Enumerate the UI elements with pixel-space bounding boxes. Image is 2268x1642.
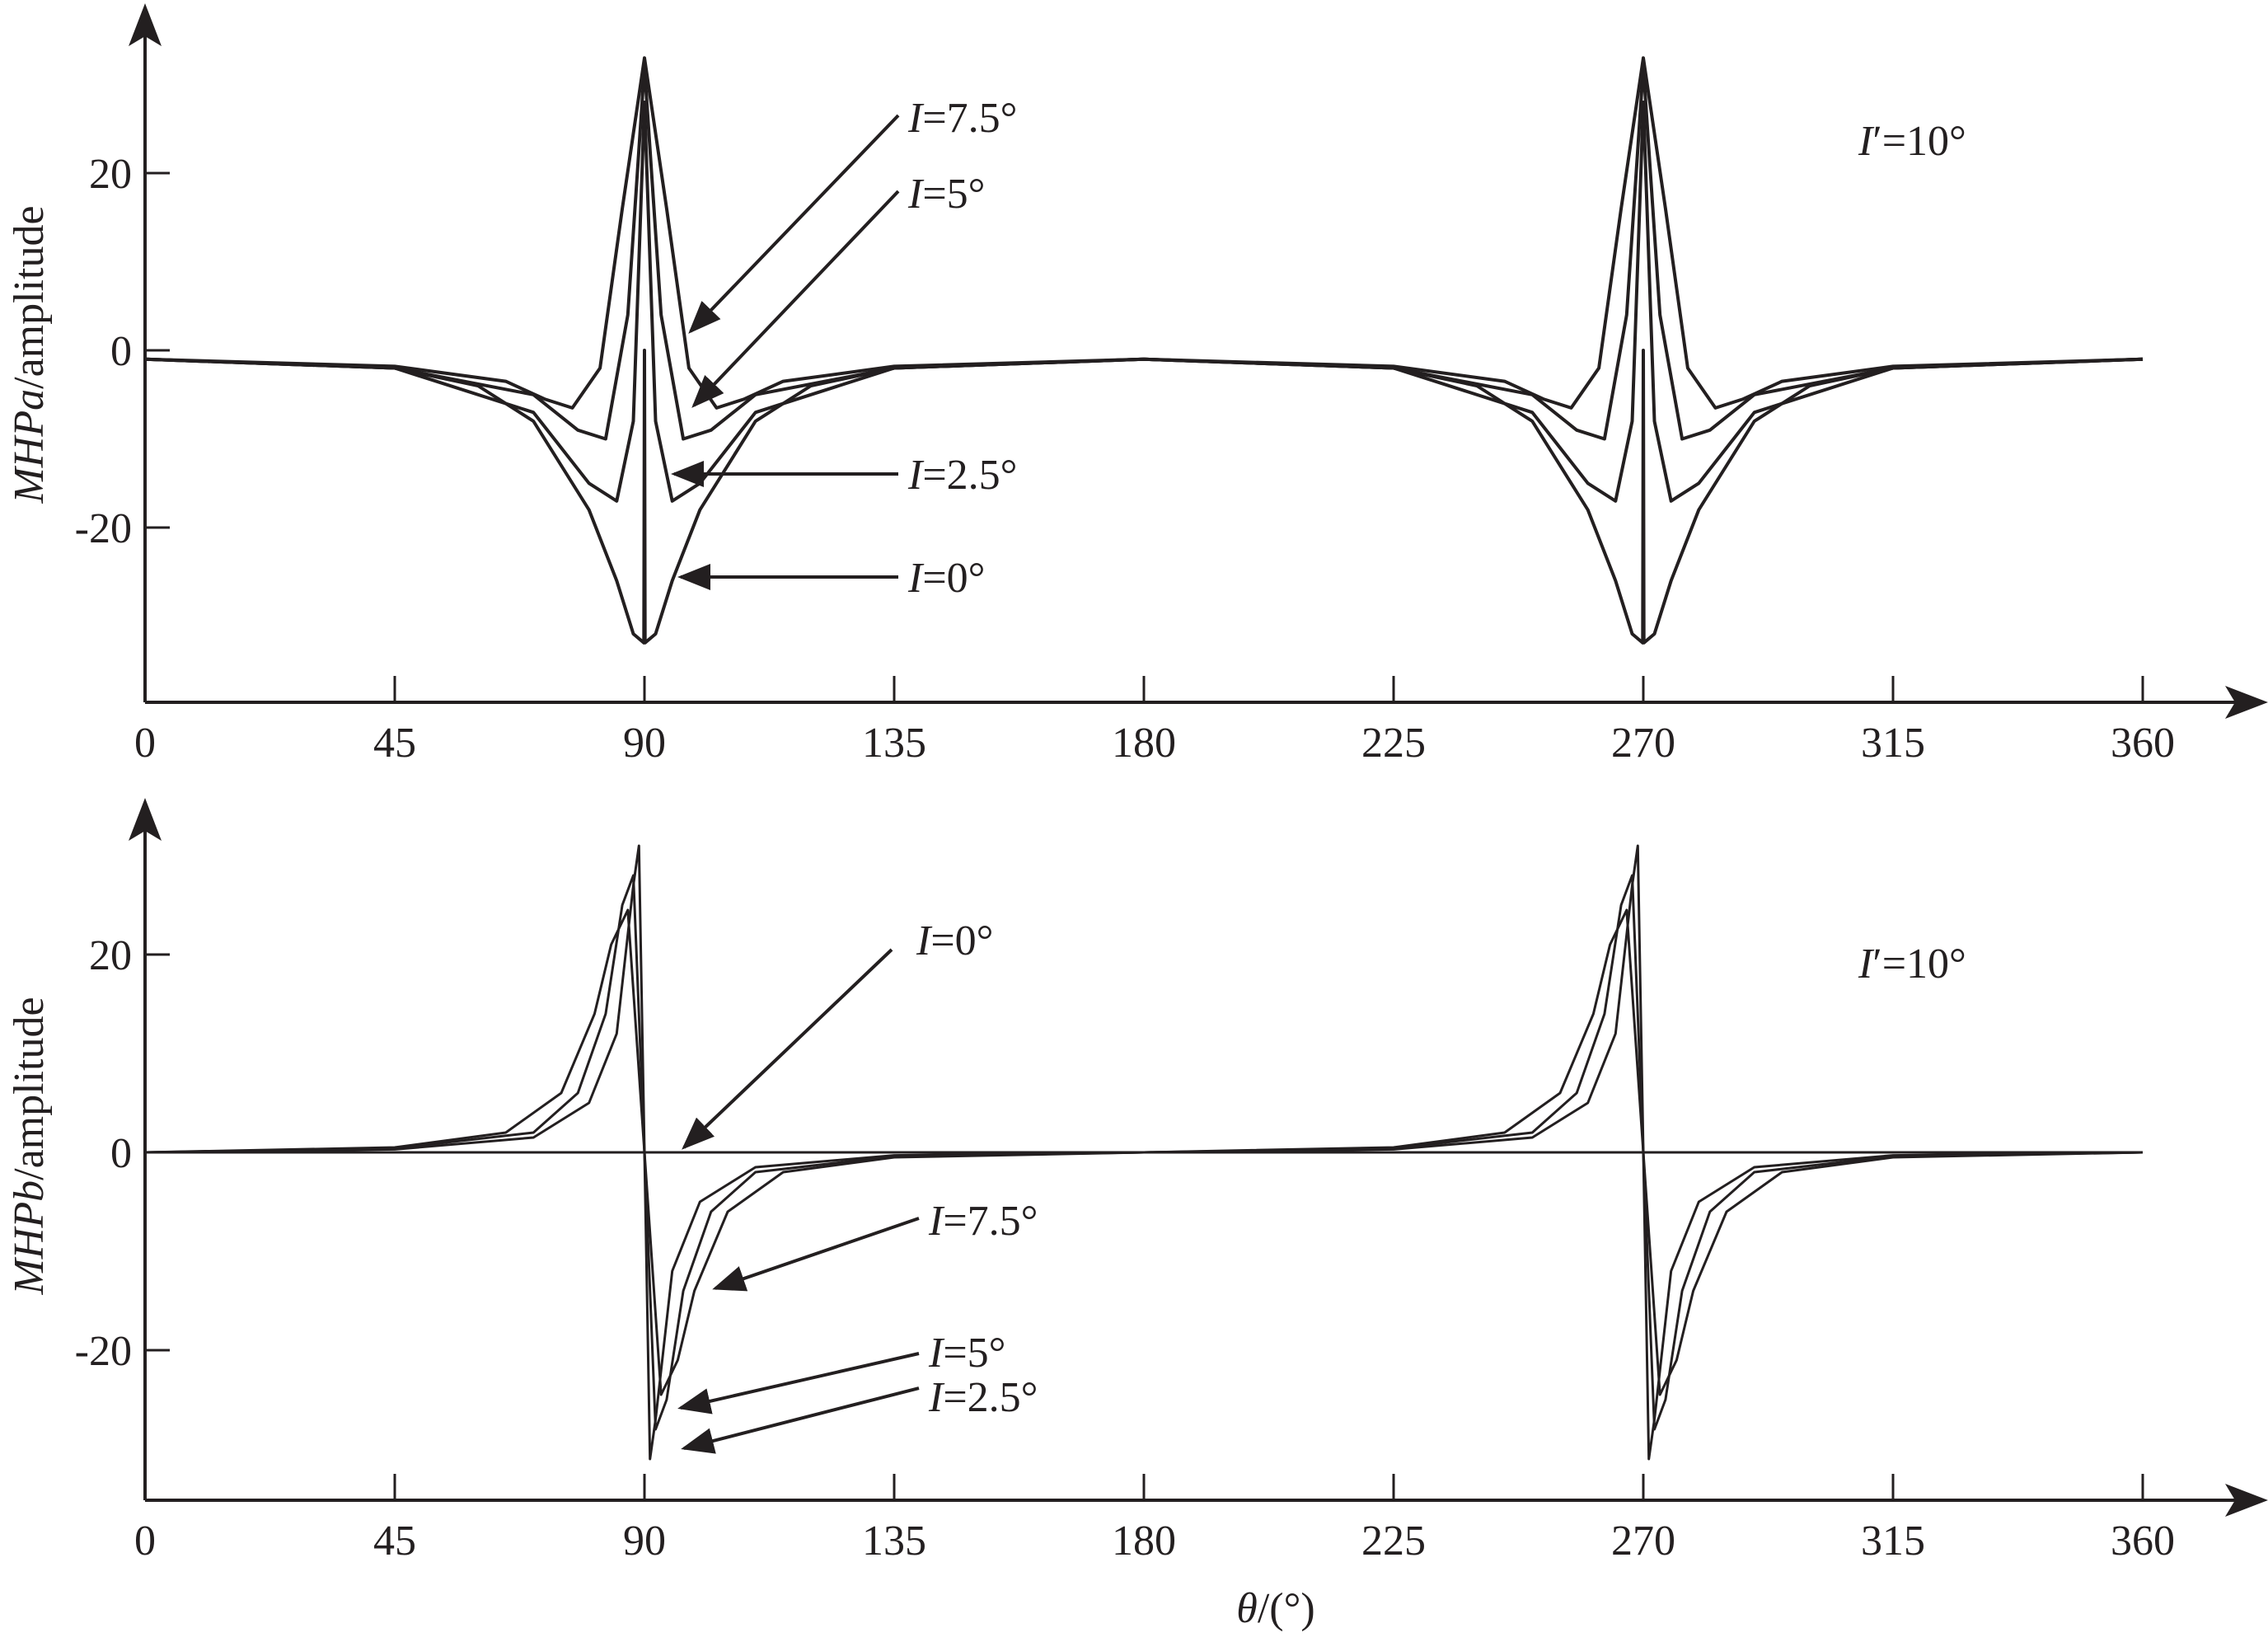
bottom-arrow-i2.5 (681, 1386, 920, 1454)
top-x-tick-labels: 0 45 90 135 180 225 270 315 360 (134, 720, 2175, 767)
top-x-ticks (143, 676, 2144, 702)
bottom-x-tick-label: 90 (623, 1518, 666, 1565)
top-series-line-0 (144, 349, 2144, 645)
top-x-tick-label: 90 (623, 720, 666, 767)
plot-top-lines (144, 56, 2144, 645)
top-label-i2.5: I=2.5° (907, 452, 1017, 499)
bottom-y-tick-label: -20 (75, 1328, 132, 1375)
bottom-label-i7.5: I=7.5° (928, 1198, 1038, 1245)
bottom-label-i0: I=0° (916, 917, 993, 964)
bottom-series-line-3 (144, 908, 2144, 1396)
bottom-x-tick-label: 270 (1611, 1518, 1675, 1565)
bottom-arrow-i7.5 (712, 1217, 920, 1292)
top-y-tick-label: -20 (75, 505, 132, 552)
top-label-i0: I=0° (907, 555, 985, 602)
top-y-tick-label: 20 (89, 151, 132, 198)
bottom-y-tick-label: 20 (89, 932, 132, 979)
bottom-x-axis-arrow (2225, 1484, 2268, 1517)
top-label-i7.5: I=7.5° (907, 95, 1017, 142)
bottom-x-tick-label: 45 (373, 1518, 416, 1565)
bottom-x-tick-label: 180 (1112, 1518, 1176, 1565)
bottom-x-ticks (143, 1474, 2144, 1500)
top-y-axis-title: MHPa/amplitude (6, 205, 53, 504)
bottom-arrow-i5 (677, 1352, 920, 1414)
bottom-arrow-i0 (682, 948, 893, 1150)
top-x-tick-label: 360 (2111, 720, 2175, 767)
top-parameter-label: I′=10° (1858, 118, 1966, 165)
top-x-axis-arrow (2225, 686, 2268, 719)
bottom-x-tick-labels: 0 45 90 135 180 225 270 315 360 (134, 1518, 2175, 1565)
top-x-tick-label: 45 (373, 720, 416, 767)
bottom-label-i2.5: I=2.5° (928, 1374, 1038, 1421)
top-series-line-3 (144, 56, 2144, 410)
bottom-x-tick-label: 225 (1361, 1518, 1426, 1565)
bottom-x-tick-label: 135 (862, 1518, 926, 1565)
top-x-tick-label: 0 (134, 720, 156, 767)
top-y-tick-label: 0 (110, 328, 132, 375)
chart-top: 0 45 90 135 180 225 270 315 360 20 0 -20… (6, 3, 2268, 767)
top-arrow-i7.5 (688, 114, 900, 334)
bottom-y-axis-arrow (129, 798, 162, 841)
bottom-parameter-label: I′=10° (1858, 941, 1966, 988)
bottom-x-axis-title: θ/(°) (1236, 1585, 1314, 1632)
bottom-label-i5: I=5° (928, 1330, 1005, 1377)
top-y-axis-arrow (129, 3, 162, 46)
top-x-tick-label: 180 (1112, 720, 1176, 767)
bottom-x-tick-label: 315 (1861, 1518, 1925, 1565)
bottom-y-tick-label: 0 (110, 1130, 132, 1177)
chart-bottom: 0 45 90 135 180 225 270 315 360 20 0 -20… (6, 798, 2268, 1632)
top-label-i5: I=5° (907, 171, 985, 218)
top-arrow-i5 (691, 190, 900, 408)
bottom-x-tick-label: 0 (134, 1518, 156, 1565)
top-x-tick-label: 135 (862, 720, 926, 767)
plot-bottom-lines (144, 844, 2144, 1461)
top-series-line-1 (144, 101, 2144, 503)
top-x-tick-label: 315 (1861, 720, 1925, 767)
top-x-tick-label: 270 (1611, 720, 1675, 767)
bottom-y-axis-title: MHPb/amplitude (6, 997, 53, 1295)
bottom-x-tick-label: 360 (2111, 1518, 2175, 1565)
top-x-tick-label: 225 (1361, 720, 1426, 767)
